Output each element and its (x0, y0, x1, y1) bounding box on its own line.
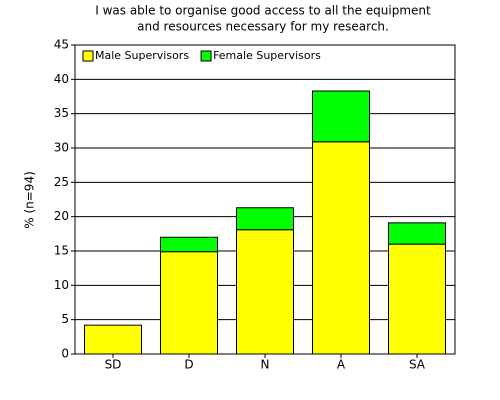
bar-segment (388, 243, 446, 355)
plot-frame (74, 44, 456, 355)
x-tick-label: SA (409, 358, 426, 372)
y-tick-label: 10 (54, 278, 69, 292)
chart-title: and resources necessary for my research. (137, 20, 389, 34)
bar-segment (236, 207, 294, 231)
x-tick-label: SD (105, 358, 122, 372)
y-tick-label: 25 (54, 175, 69, 189)
y-tick-label: 0 (61, 347, 69, 361)
y-tick-label: 40 (54, 72, 69, 86)
chart-title: I was able to organise good access to al… (95, 4, 431, 18)
y-tick-label: 30 (54, 141, 69, 155)
legend-swatch (200, 50, 212, 62)
legend-label: Female Supervisors (213, 49, 321, 62)
y-tick-label: 5 (61, 312, 69, 326)
x-tick-label: N (261, 358, 270, 372)
bar-segment (236, 229, 294, 355)
bar-segment (312, 141, 370, 355)
bar-segment (160, 236, 218, 253)
bar-segment (84, 324, 142, 355)
bar-segment (388, 222, 446, 245)
bar-segment (160, 251, 218, 355)
bar-segment (312, 90, 370, 143)
y-tick-label: 35 (54, 106, 69, 120)
x-tick-label: D (184, 358, 193, 372)
legend-label: Male Supervisors (95, 49, 189, 62)
y-tick-label: 15 (54, 244, 69, 258)
y-tick-label: 45 (54, 38, 69, 52)
x-tick-label: A (337, 358, 346, 372)
legend-swatch (82, 50, 94, 62)
y-axis-label: % (n=94) (23, 171, 37, 229)
y-tick-label: 20 (54, 209, 69, 223)
